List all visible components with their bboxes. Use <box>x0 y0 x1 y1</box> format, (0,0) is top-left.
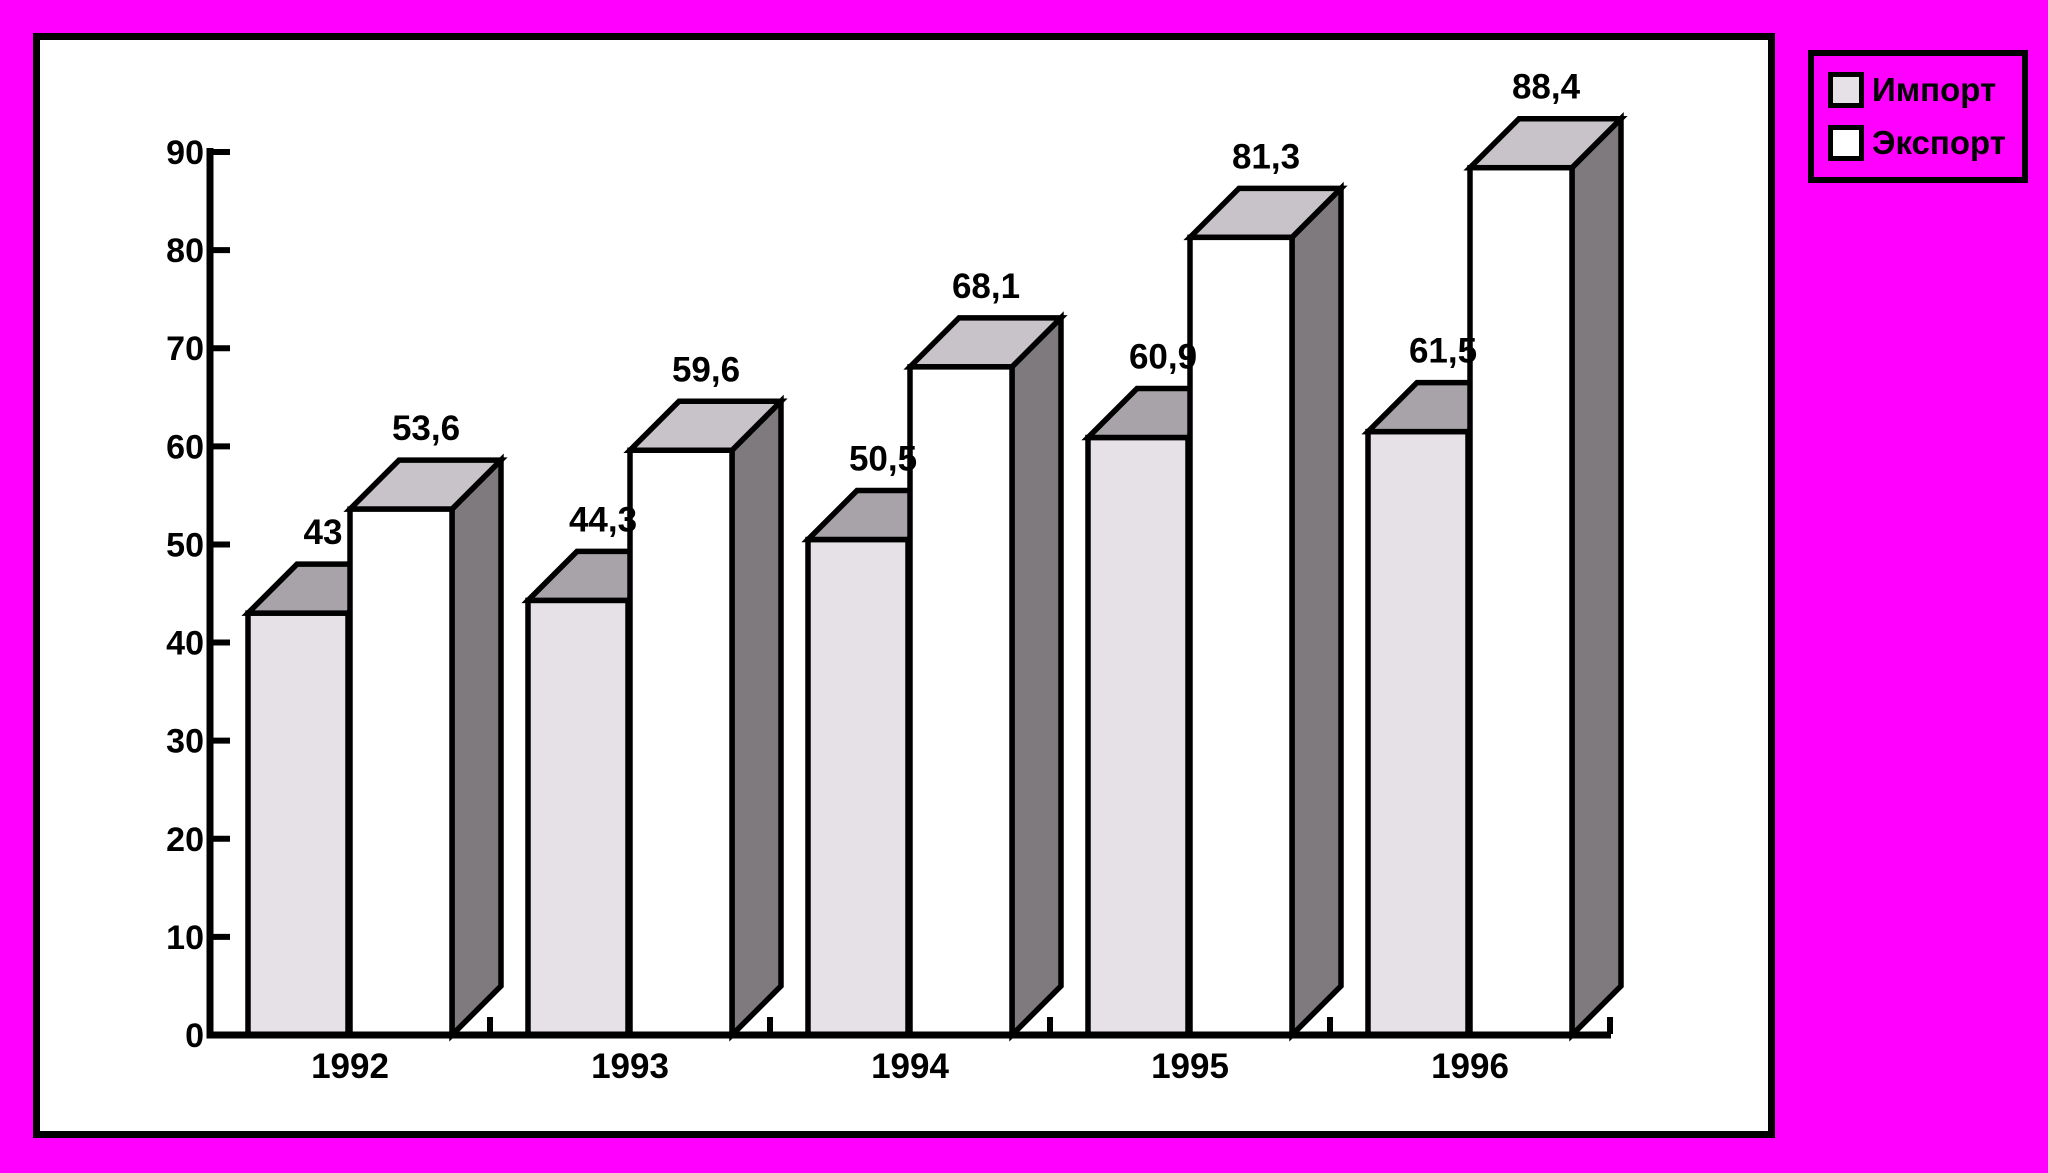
y-axis-tick-label: 30 <box>166 723 204 761</box>
export-bar-side <box>1569 112 1624 1042</box>
import-value-label: 50,5 <box>849 440 917 479</box>
export-bar-front <box>627 447 735 1038</box>
y-axis-tick-label: 10 <box>166 919 204 957</box>
legend-item-export: Экспорт <box>1828 124 2022 162</box>
import-value-label: 60,9 <box>1129 338 1197 377</box>
export-bar-side <box>729 394 784 1042</box>
category-label: 1995 <box>1151 1047 1229 1086</box>
export-bar-side <box>1289 181 1344 1042</box>
export-bar-front <box>347 506 455 1038</box>
import-bar-front <box>245 610 351 1038</box>
category-label: 1992 <box>311 1047 389 1086</box>
import-value-label: 44,3 <box>569 500 637 539</box>
export-value-label: 88,4 <box>1512 68 1581 107</box>
import-bar-front <box>525 597 631 1038</box>
export-bar-side <box>1009 311 1064 1042</box>
y-axis-tick-label: 20 <box>166 821 204 859</box>
legend: Импорт Экспорт <box>1808 50 2028 183</box>
legend-swatch-import-icon <box>1828 72 1864 108</box>
export-value-label: 81,3 <box>1232 137 1300 176</box>
y-axis-tick-label: 40 <box>166 625 204 663</box>
y-axis-tick-label: 0 <box>185 1017 204 1055</box>
y-axis-tick-label: 60 <box>166 428 204 466</box>
y-axis-tick-label: 80 <box>166 232 204 270</box>
y-axis-tick-label: 90 <box>166 134 204 172</box>
export-value-label: 68,1 <box>952 267 1020 306</box>
export-bar-front <box>907 364 1015 1038</box>
export-bar-side <box>449 453 504 1042</box>
import-value-label: 61,5 <box>1409 332 1477 371</box>
y-axis-tick-label: 70 <box>166 330 204 368</box>
category-label: 1996 <box>1431 1047 1509 1086</box>
legend-label-import: Импорт <box>1872 71 1997 108</box>
legend-label-export: Экспорт <box>1872 124 2006 161</box>
category-label: 1994 <box>871 1047 949 1086</box>
legend-item-import: Импорт <box>1828 71 2022 109</box>
import-bar-front <box>805 536 911 1038</box>
legend-swatch-export-icon <box>1828 125 1864 161</box>
import-bar-front <box>1085 434 1191 1038</box>
import-value-label: 43 <box>304 513 343 552</box>
export-bar-front <box>1467 164 1575 1038</box>
export-value-label: 53,6 <box>392 409 460 448</box>
y-axis-tick-label: 50 <box>166 526 204 564</box>
export-bar-front <box>1187 234 1295 1038</box>
import-bar-front <box>1365 428 1471 1038</box>
category-label: 1993 <box>591 1047 669 1086</box>
export-value-label: 59,6 <box>672 350 740 389</box>
